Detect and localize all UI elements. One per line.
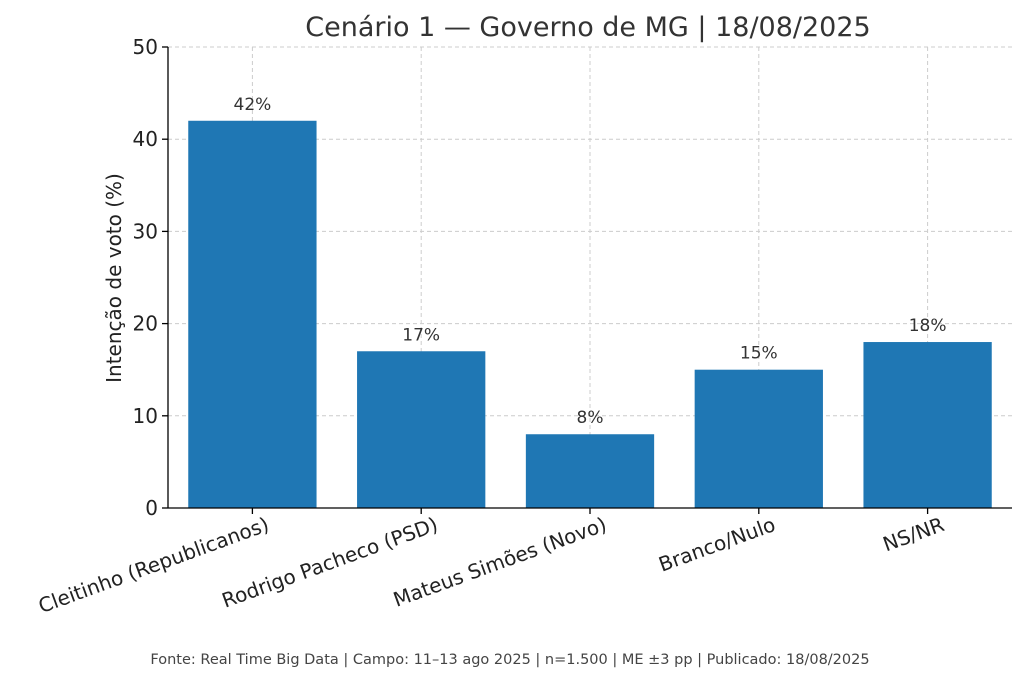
y-tick-label: 50 bbox=[133, 35, 158, 59]
y-tick-label: 20 bbox=[133, 312, 158, 336]
bar bbox=[863, 342, 992, 508]
y-tick-label: 40 bbox=[133, 127, 158, 151]
y-tick-label: 10 bbox=[133, 404, 158, 428]
y-axis-label: Intenção de voto (%) bbox=[102, 173, 126, 383]
x-tick-label: NS/NR bbox=[880, 512, 948, 556]
data-label: 17% bbox=[402, 325, 440, 345]
data-label: 42% bbox=[234, 95, 272, 115]
footer-note: Fonte: Real Time Big Data | Campo: 11–13… bbox=[150, 652, 869, 668]
y-tick-label: 0 bbox=[145, 496, 158, 520]
bar bbox=[357, 351, 486, 508]
bar bbox=[525, 434, 655, 508]
axes bbox=[162, 46, 1012, 514]
y-tick-label: 30 bbox=[133, 219, 158, 243]
data-label: 15% bbox=[740, 344, 778, 364]
bar bbox=[188, 120, 317, 508]
bars bbox=[188, 120, 992, 508]
bar bbox=[694, 369, 823, 508]
data-label: 18% bbox=[909, 316, 947, 336]
x-tick-label: Branco/Nulo bbox=[655, 512, 778, 576]
data-label: 8% bbox=[577, 408, 604, 428]
chart-title: Cenário 1 — Governo de MG | 18/08/2025 bbox=[305, 12, 870, 43]
